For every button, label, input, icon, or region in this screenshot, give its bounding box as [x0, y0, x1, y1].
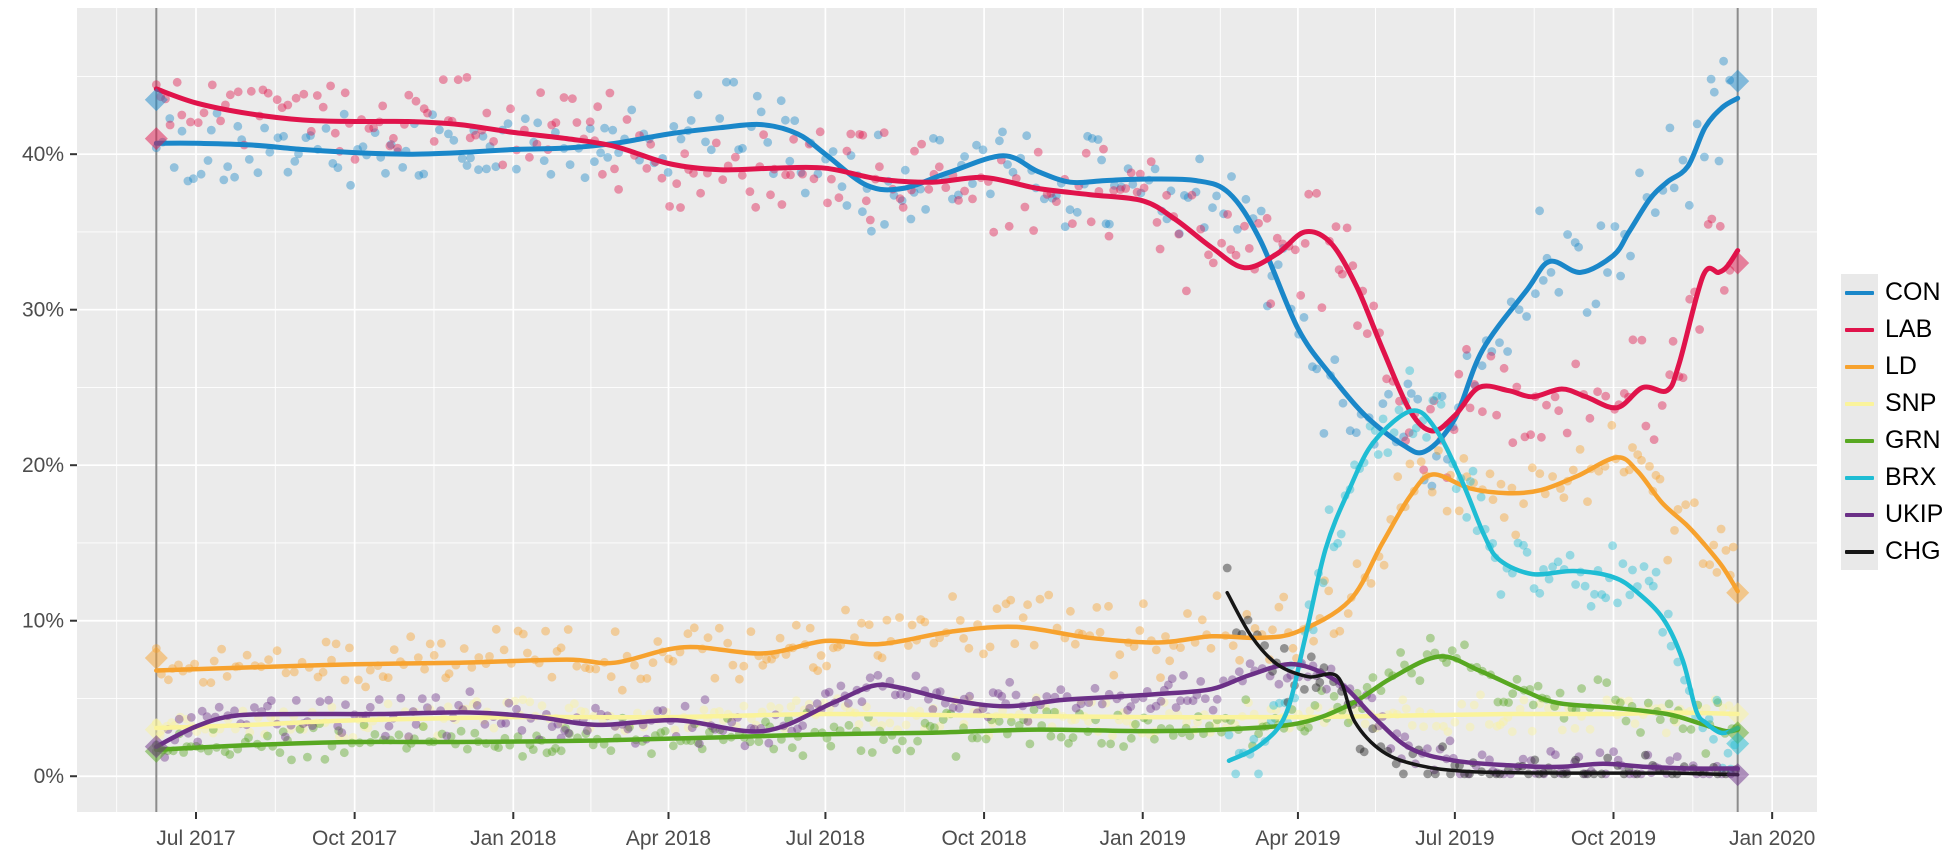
election-result-2019-BRX — [1726, 732, 1750, 756]
y-tick-label: 0% — [34, 765, 64, 788]
legend-item-CON: CON — [1841, 274, 1943, 311]
x-tick-label: Jul 2019 — [1415, 827, 1494, 850]
election-result-2017-LD — [144, 646, 168, 670]
LAB-line-swatch-icon — [1845, 327, 1874, 332]
trend-line-CHG — [1225, 590, 1740, 777]
legend-label-LAB: LAB — [1885, 315, 1933, 343]
axes: Jul 2017 Oct 2017 Jan 2018 Apr 2018 Jul 2018… — [22, 143, 1815, 850]
legend-item-LD: LD — [1841, 348, 1943, 385]
x-tick-label: Jan 2019 — [1100, 827, 1186, 850]
election-result-2019-LD — [1726, 581, 1750, 605]
election-result-2019-SNP — [1726, 702, 1750, 726]
x-tick-label: Jan 2020 — [1729, 827, 1815, 850]
x-tick-label: Oct 2017 — [312, 827, 397, 850]
y-tick-label: 30% — [22, 299, 64, 322]
LD-line-swatch-icon — [1845, 364, 1874, 369]
election-result-2017-CON — [144, 88, 168, 112]
legend-item-BRX: BRX — [1841, 459, 1943, 496]
election-result-2017-SNP — [144, 718, 168, 742]
SNP-line-swatch-icon — [1845, 401, 1874, 406]
CON-color-key — [1841, 274, 1878, 311]
trend-lines — [153, 86, 1741, 777]
y-tick-label: 40% — [22, 143, 64, 166]
x-tick-label: Jan 2018 — [470, 827, 556, 850]
SNP-color-key — [1841, 385, 1878, 422]
election-result-2019-UKIP — [1726, 763, 1750, 787]
election-result-2017-LAB — [144, 127, 168, 151]
legend-label-LD: LD — [1885, 352, 1917, 380]
LD-color-key — [1841, 348, 1878, 385]
x-tick-label: Apr 2019 — [1255, 827, 1340, 850]
trend-line-GRN — [154, 654, 1740, 753]
LAB-color-key — [1841, 311, 1878, 348]
election-result-markers — [144, 69, 1750, 787]
x-tick-label: Oct 2018 — [941, 827, 1026, 850]
plot-panel — [77, 8, 1817, 812]
BRX-line-swatch-icon — [1845, 475, 1874, 480]
UKIP-line-swatch-icon — [1845, 512, 1874, 517]
CON-line-swatch-icon — [1845, 290, 1874, 295]
y-tick-label: 20% — [22, 454, 64, 477]
x-tick-label: Oct 2019 — [1571, 827, 1656, 850]
legend: CON LAB LD SNP GRN BRX UKIP CHG — [1841, 274, 1943, 570]
UKIP-color-key — [1841, 496, 1878, 533]
legend-item-UKIP: UKIP — [1841, 496, 1943, 533]
legend-label-SNP: SNP — [1885, 389, 1937, 417]
election-result-2017-UKIP — [144, 735, 168, 759]
legend-label-CHG: CHG — [1885, 537, 1941, 565]
legend-label-CON: CON — [1885, 278, 1941, 306]
CHG-line-swatch-icon — [1845, 549, 1874, 554]
trend-line-LAB — [153, 86, 1741, 434]
trend-line-SNP — [154, 710, 1740, 731]
trend-line-CON — [153, 95, 1741, 456]
poll-scatter-BRX — [1224, 366, 1740, 779]
legend-item-GRN: GRN — [1841, 422, 1943, 459]
x-tick-label: Jul 2017 — [156, 827, 235, 850]
BRX-color-key — [1841, 459, 1878, 496]
trend-line-UKIP — [154, 661, 1740, 771]
legend-item-CHG: CHG — [1841, 533, 1943, 570]
CHG-color-key — [1841, 533, 1878, 570]
trend-line-LD — [154, 455, 1740, 673]
legend-item-SNP: SNP — [1841, 385, 1943, 422]
election-result-2019-LAB — [1726, 251, 1750, 275]
y-tick-label: 10% — [22, 610, 64, 633]
trend-line-BRX — [1226, 408, 1740, 763]
legend-label-GRN: GRN — [1885, 426, 1941, 454]
GRN-line-swatch-icon — [1845, 438, 1874, 443]
legend-label-UKIP: UKIP — [1885, 500, 1944, 528]
x-tick-label: Apr 2018 — [626, 827, 711, 850]
GRN-color-key — [1841, 422, 1878, 459]
x-tick-label: Jul 2018 — [786, 827, 865, 850]
legend-item-LAB: LAB — [1841, 311, 1943, 348]
legend-label-BRX: BRX — [1885, 463, 1937, 491]
election-result-2019-CON — [1726, 69, 1750, 93]
